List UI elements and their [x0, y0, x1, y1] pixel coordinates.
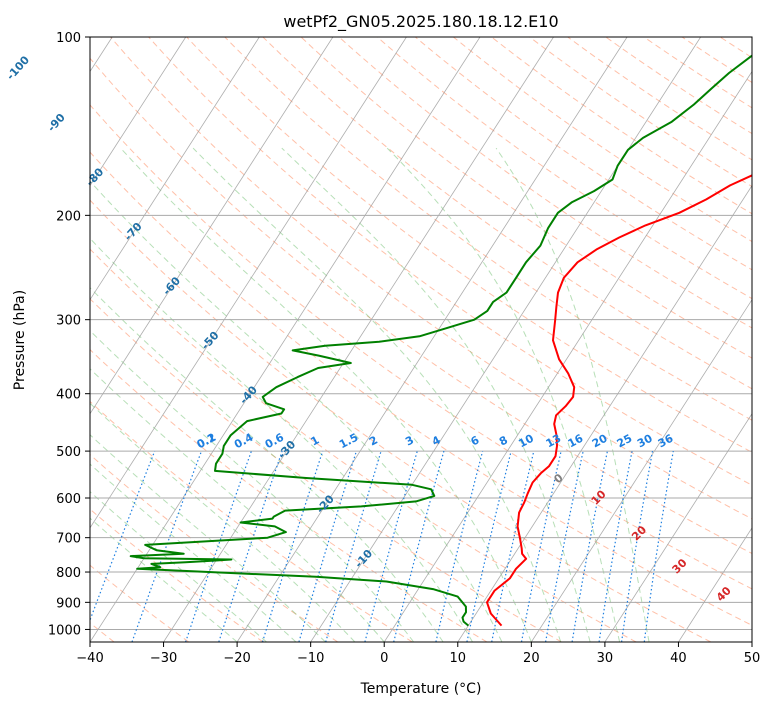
- dry-adiabat-line: [338, 37, 752, 329]
- isotherm-line: [530, 298, 752, 642]
- mixing-ratio-line: [261, 450, 324, 642]
- isotherm-line: [90, 37, 407, 529]
- dry-adiabat-line: [90, 104, 752, 590]
- x-tick-label: 40: [670, 651, 687, 666]
- mixing-ratio-line: [491, 450, 535, 642]
- x-tick-label: −30: [150, 651, 177, 666]
- isotherm-line: [310, 37, 702, 642]
- dry-adiabat-line: [567, 37, 752, 161]
- mixing-ratio-line: [435, 450, 484, 642]
- dry-adiabat-line: [491, 37, 752, 215]
- chart-title: wetPf2_GN05.2025.180.18.12.E10: [283, 12, 558, 32]
- plot-area: [90, 37, 752, 642]
- dry-adiabat-line: [529, 37, 752, 188]
- dry-adiabat-line: [186, 37, 752, 453]
- dry-adiabat-line: [262, 37, 752, 390]
- x-axis-label: Temperature (°C): [360, 681, 482, 697]
- y-tick-label: 100: [56, 31, 81, 46]
- dry-adiabat-line: [90, 248, 637, 642]
- y-tick-label: 900: [56, 596, 81, 611]
- isotherm-line: [90, 37, 481, 642]
- isotherm-line: [90, 37, 334, 415]
- x-tick-label: −10: [297, 651, 324, 666]
- isotherm-line: [678, 527, 752, 642]
- isotherm-line: [457, 184, 752, 642]
- y-tick-label: 400: [56, 388, 81, 403]
- isotherm-line: [90, 37, 187, 187]
- isotherm-line: [90, 37, 260, 301]
- sounding-profiles: [129, 54, 752, 627]
- y-tick-label: 200: [56, 209, 81, 224]
- mixing-ratio-line: [131, 450, 203, 642]
- y-tick-label: 700: [56, 532, 81, 547]
- mixing-ratio-label: 16: [566, 432, 586, 451]
- y-tick-label: 1000: [48, 623, 81, 638]
- y-tick-label: 600: [56, 492, 81, 507]
- dry-adiabat-line: [110, 37, 752, 520]
- isotherm-line: [236, 37, 628, 642]
- dry-adiabat-line: [90, 199, 712, 642]
- axes: −40 −30 −20 −10 0 10 20 30 40 50 100 200 300 400 500 60…: [48, 31, 760, 666]
- dry-adiabat-line: [300, 37, 752, 359]
- y-tick-label: 800: [56, 566, 81, 581]
- y-axis-label: Pressure (hPa): [12, 290, 28, 390]
- x-tick-label: −40: [76, 651, 103, 666]
- mixing-ratio-line: [643, 450, 674, 642]
- temperature-line: [486, 174, 752, 627]
- dry-adiabat-line: [90, 400, 413, 642]
- mixing-ratio-label: 20: [590, 432, 610, 451]
- x-tick-label: −20: [223, 651, 250, 666]
- mixing-ratio-line: [598, 450, 633, 642]
- mixing-ratio-line: [393, 450, 445, 642]
- mixing-ratio-label: 25: [615, 432, 635, 451]
- isotherm-line: [163, 37, 554, 642]
- mixing-ratio-line: [185, 450, 252, 642]
- skewed-isotherms: [90, 37, 752, 642]
- dry-adiabat-line: [90, 298, 562, 642]
- mixing-ratio-line: [571, 450, 608, 642]
- mixing-ratio-label: 30: [635, 432, 655, 451]
- x-tick-label: 20: [523, 651, 540, 666]
- isotherm-line: [383, 70, 752, 642]
- plot-frame: [89, 36, 753, 643]
- mixing-ratio-line: [466, 450, 512, 642]
- mixing-ratio-label: 10: [516, 432, 536, 451]
- moist-adiabat-line: [90, 286, 444, 642]
- mixing-ratio-line: [364, 450, 418, 642]
- x-tick-label: 10: [450, 651, 467, 666]
- x-tick-label: 30: [597, 651, 614, 666]
- x-tick-label: 0: [380, 651, 388, 666]
- mixing-ratio-line: [520, 450, 562, 642]
- dry-adiabat-line: [90, 151, 752, 626]
- mixing-ratio-lines: [90, 450, 674, 642]
- isotherm-line: [604, 413, 752, 642]
- mixing-ratio-line: [621, 450, 654, 642]
- mixing-ratio-label: 13: [544, 432, 564, 451]
- y-tick-label: 500: [56, 445, 81, 460]
- dewpoint-line: [129, 54, 752, 627]
- mixing-ratio-line: [298, 450, 357, 642]
- mixing-ratio-line: [325, 450, 382, 642]
- mixing-ratio-label: 36: [656, 432, 676, 451]
- y-tick-label: 300: [56, 314, 81, 329]
- mixing-ratio-line: [218, 450, 283, 642]
- x-tick-label: 50: [744, 651, 761, 666]
- mixing-ratio-line: [545, 450, 584, 642]
- dry-adiabat-line: [224, 37, 752, 421]
